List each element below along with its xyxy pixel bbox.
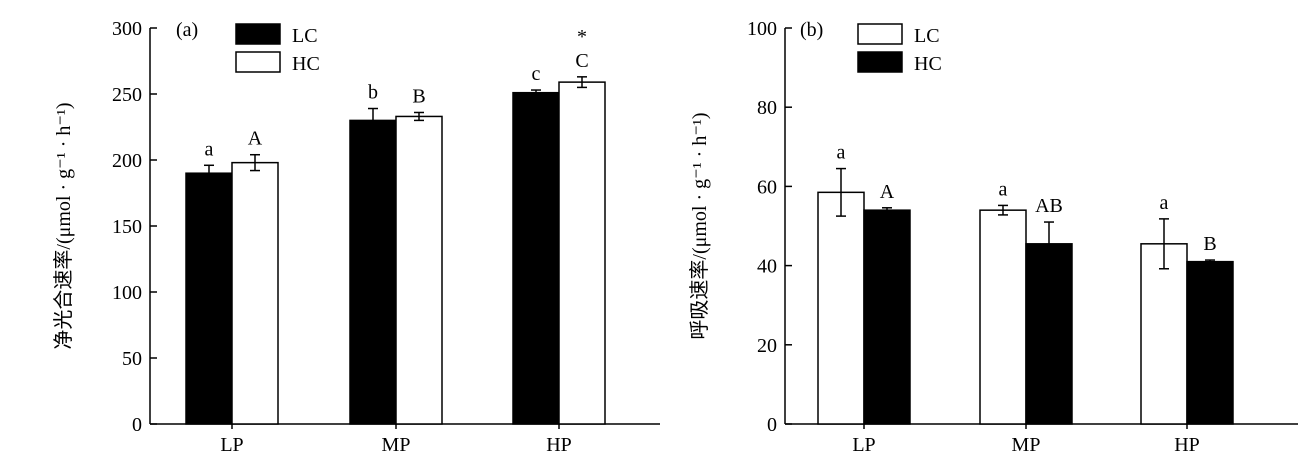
y-tick-label: 80 xyxy=(757,97,777,119)
legend-swatch xyxy=(857,51,903,73)
legend-swatch xyxy=(235,51,281,73)
panel-label: (b) xyxy=(800,19,823,41)
bar xyxy=(558,81,606,425)
significance-label: b xyxy=(368,82,378,104)
significance-label: * xyxy=(577,26,587,48)
significance-label: A xyxy=(248,128,263,150)
y-tick-label: 300 xyxy=(112,18,142,40)
significance-label: c xyxy=(532,63,541,85)
significance-label: a xyxy=(1160,192,1169,214)
bar xyxy=(395,115,443,425)
y-tick-label: 0 xyxy=(767,414,777,436)
bar xyxy=(863,209,911,425)
significance-label: B xyxy=(1203,233,1216,255)
y-tick-label: 100 xyxy=(112,282,142,304)
bar xyxy=(349,119,397,425)
significance-label: a xyxy=(837,142,846,164)
y-tick-label: 250 xyxy=(112,84,142,106)
legend-label: HC xyxy=(914,53,942,75)
y-tick-label: 50 xyxy=(122,348,142,370)
significance-label: AB xyxy=(1035,195,1063,217)
chart-panel-b: 0 20 40 60 80 100 LP MP HP a a a A AB B LC HC (b) 呼吸速率/(μm… xyxy=(688,18,1298,456)
bar xyxy=(1140,243,1188,425)
significance-label: a xyxy=(999,178,1008,200)
panel-label: (a) xyxy=(176,19,198,41)
bar xyxy=(817,191,865,425)
x-category-label: MP xyxy=(1012,434,1041,456)
significance-label: A xyxy=(880,181,895,203)
x-category-label: HP xyxy=(1174,434,1200,456)
x-category-label: MP xyxy=(382,434,411,456)
y-tick-label: 60 xyxy=(757,176,777,198)
legend-label: LC xyxy=(914,25,940,47)
y-tick-label: 150 xyxy=(112,216,142,238)
legend-swatch xyxy=(235,23,281,45)
significance-label: B xyxy=(412,85,425,107)
y-tick-label: 200 xyxy=(112,150,142,172)
y-tick-label: 0 xyxy=(132,414,142,436)
x-category-label: LP xyxy=(852,434,875,456)
legend-label: HC xyxy=(292,53,320,75)
y-axis-title: 净光合速率/(μmol · g⁻¹ · h⁻¹) xyxy=(52,102,75,349)
significance-label: a xyxy=(205,138,214,160)
x-category-label: LP xyxy=(220,434,243,456)
y-tick-label: 40 xyxy=(757,256,777,278)
legend-label: LC xyxy=(292,25,318,47)
bar xyxy=(1025,243,1073,425)
y-axis-title: 呼吸速率/(μmol · g⁻¹ · h⁻¹) xyxy=(688,112,711,339)
y-tick-label: 100 xyxy=(747,18,777,40)
x-category-label: HP xyxy=(546,434,572,456)
bar xyxy=(185,172,233,425)
bar xyxy=(1186,260,1234,425)
bar xyxy=(231,161,279,425)
y-tick-label: 20 xyxy=(757,335,777,357)
bar xyxy=(512,91,560,425)
significance-label: C xyxy=(575,50,588,72)
bar xyxy=(979,209,1027,425)
legend-swatch xyxy=(857,23,903,45)
chart-panel-a: 0 50 100 150 200 250 300 LP MP HP a b c A B C* LC HC (a) 净光… xyxy=(52,18,660,456)
